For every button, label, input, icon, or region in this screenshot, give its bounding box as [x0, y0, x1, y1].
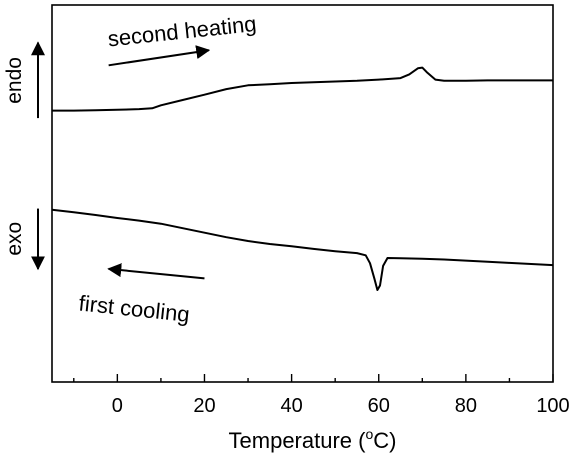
x-axis-title-unit: C): [373, 428, 396, 453]
x-tick-label: 100: [536, 395, 569, 417]
x-tick-label: 80: [455, 395, 477, 417]
x-tick-label: 60: [368, 395, 390, 417]
annotation-arrow: [107, 263, 205, 280]
plot-frame: [51, 4, 554, 383]
annotation-arrow: [108, 45, 211, 67]
x-axis-title-main: Temperature (: [229, 428, 367, 453]
x-axis-title-degree: o: [365, 426, 373, 442]
series-line-2: [51, 208, 554, 291]
x-tick-label: 40: [280, 395, 302, 417]
annotation-label: second heating: [107, 11, 258, 51]
x-tick-label: 20: [193, 395, 215, 417]
plot-frame-border: [51, 4, 554, 383]
x-tick-labels: 0 20 40 60 80 100: [112, 395, 570, 417]
x-tick-label: 0: [112, 395, 123, 417]
side-label: exo: [3, 222, 26, 256]
annotation-group: second heating first cooling: [78, 11, 258, 327]
annotation-label: first cooling: [78, 290, 191, 326]
series-line-1: [52, 66, 553, 112]
side-label-group: endo exo: [3, 41, 45, 271]
x-ticks: [73, 374, 554, 382]
x-axis-title: Temperature (oC): [229, 426, 397, 453]
series-group: [51, 66, 554, 291]
side-label: endo: [3, 57, 26, 104]
